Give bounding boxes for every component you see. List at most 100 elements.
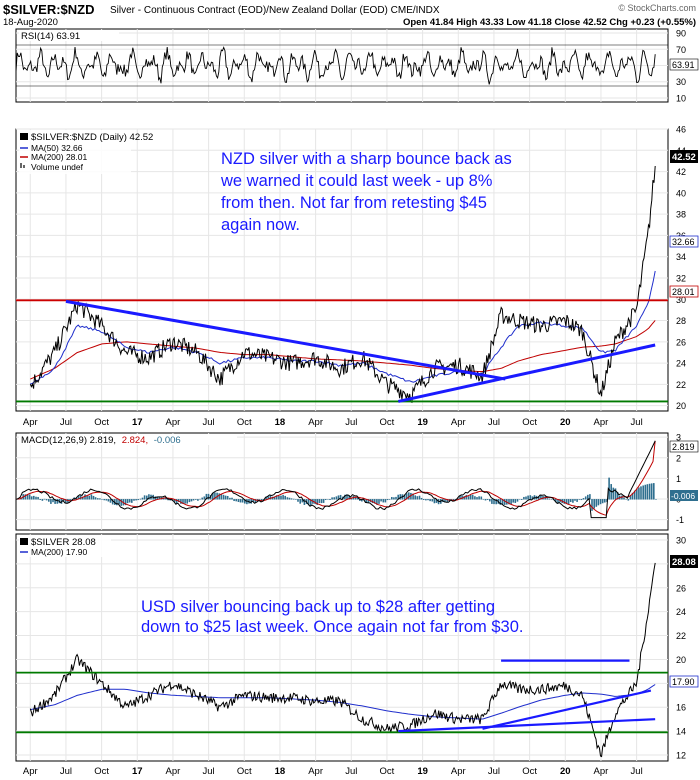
macd-hist-bar — [465, 494, 468, 500]
macd-hist-bar — [222, 494, 225, 500]
trend-line — [65, 299, 506, 381]
macd-hist-bar — [175, 499, 178, 504]
macd-hist-bar — [563, 499, 566, 504]
macd-hist-bar — [133, 499, 135, 501]
macd-hist-bar — [148, 494, 150, 500]
y-tick-label: 42 — [676, 167, 686, 177]
macd-hist-bar — [86, 495, 88, 500]
macd-hist-bar — [99, 498, 101, 500]
y-tick-label: 46 — [676, 125, 686, 135]
macd-hist-bar — [284, 495, 286, 500]
usd-annotation: USD silver bouncing back up to $28 after… — [141, 598, 523, 636]
x-tick-label: 17 — [132, 417, 143, 428]
macd-hist-bar — [508, 499, 510, 505]
macd-hist-bar — [299, 499, 301, 504]
nzd-price-line — [29, 165, 656, 404]
macd-hist-bar — [601, 499, 604, 504]
macd-hist-bar — [207, 493, 210, 500]
macd-hist-bar — [640, 486, 642, 500]
macd-hist-bar — [510, 499, 512, 505]
macd-hist-bar — [269, 495, 272, 500]
macd-hist-bar — [395, 496, 397, 500]
macd-hist-bar — [339, 494, 342, 500]
nzd-annotation-line3: from then. Not far from retesting $45 — [221, 194, 487, 212]
macd-hist-bar — [109, 499, 112, 503]
macd-hist-bar — [593, 499, 595, 509]
macd-hist-bar — [135, 499, 137, 501]
macd-hist-bar — [371, 499, 374, 504]
nzd-annotation: NZD silver with a sharp bounce back as w… — [220, 150, 512, 234]
macd-hist-bar — [286, 497, 289, 500]
nzd-legend-ma200: MA(200) 28.01 — [31, 152, 87, 162]
y-tick-label: 30 — [676, 535, 686, 545]
macd-legend: MACD(12,26,9) 2.819, 2.824, -0.006 — [21, 435, 181, 446]
macd-hist-bar — [192, 499, 195, 501]
symbol-title: $SILVER:$NZD — [3, 2, 95, 17]
macd-hist-bar — [520, 499, 523, 500]
macd-hist-bar — [33, 495, 35, 500]
macd-hist-bar — [384, 499, 387, 503]
macd-hist-bar — [244, 499, 246, 504]
macd-hist-bar — [565, 499, 568, 505]
macd-hist-bar — [491, 499, 493, 504]
macd-hist-bar — [90, 494, 93, 500]
macd-hist-bar — [195, 499, 197, 500]
macd-hist-bar — [290, 498, 293, 500]
x-tick-label: Apr — [451, 417, 466, 428]
macd-hist-bar — [365, 499, 367, 503]
macd-hist-bar — [261, 499, 263, 501]
nzd-ma200-line — [30, 320, 656, 380]
macd-hist-bar — [548, 498, 551, 500]
macd-hist-bar — [267, 496, 269, 500]
macd-hist-bar — [429, 499, 431, 502]
macd-legend-macd: MACD(12,26,9) 2.819, — [21, 435, 116, 446]
macd-hist-bar — [499, 499, 502, 505]
macd-hist-bar — [486, 499, 489, 500]
macd-hist-bar — [354, 497, 357, 500]
nzd-ma200-box: 28.01 — [672, 287, 695, 297]
macd-hist-bar — [427, 499, 429, 501]
macd-hist-bar — [410, 492, 412, 500]
macd-hist-bar — [452, 499, 455, 501]
macd-hist-bar — [241, 499, 244, 503]
nzd-annotation-line4: again now. — [221, 216, 300, 234]
macd-hist-bar — [320, 499, 323, 504]
x-tick-label: Apr — [594, 766, 609, 777]
x-tick-label: 20 — [560, 417, 571, 428]
rsi-panel: RSI(14) 63.91 9070503010 63.91 — [15, 28, 699, 103]
macd-hist-bar — [450, 499, 453, 500]
macd-hist-bar — [107, 499, 110, 502]
nzd-legend-ma50: MA(50) 32.66 — [31, 143, 83, 153]
x-tick-label: Jul — [488, 417, 500, 428]
macd-hist-bar — [408, 492, 410, 500]
macd-hist-bar — [612, 487, 615, 500]
macd-hist-bar — [633, 490, 636, 500]
x-tick-label: Oct — [94, 766, 109, 777]
y-tick-label: 28 — [676, 316, 686, 326]
x-tick-label: Apr — [308, 766, 323, 777]
y-tick-label: 26 — [676, 337, 686, 347]
macd-hist-bar — [131, 499, 133, 503]
y-tick-label: 16 — [676, 703, 686, 713]
macd-hist-bar — [538, 496, 540, 500]
macd-hist-bar — [201, 497, 203, 500]
macd-hist-bar — [650, 483, 653, 500]
macd-hist-bar — [224, 495, 227, 500]
macd-hist-bar — [567, 499, 570, 505]
macd-hist-bar — [327, 499, 329, 500]
macd-hist-bar — [569, 499, 572, 503]
macd-hist-bar — [203, 496, 206, 500]
macd-hist-bar — [56, 499, 59, 504]
macd-hist-bar — [431, 499, 434, 502]
y-tick-label: 12 — [676, 751, 686, 761]
macd-hist-bar — [367, 499, 370, 503]
macd-hist-bar — [489, 499, 491, 502]
usd-x-axis: Apr Jul Oct 17 Apr Jul Oct 18 Apr Jul Oct 19 Apr Jul O… — [23, 766, 643, 777]
macd-hist-bar — [173, 499, 176, 502]
macd-hist-bar — [616, 492, 619, 500]
macd-hist-bar — [557, 499, 559, 504]
macd-hist-bar — [574, 499, 576, 501]
x-tick-label: Oct — [380, 766, 395, 777]
macd-hist-bar — [518, 499, 521, 500]
